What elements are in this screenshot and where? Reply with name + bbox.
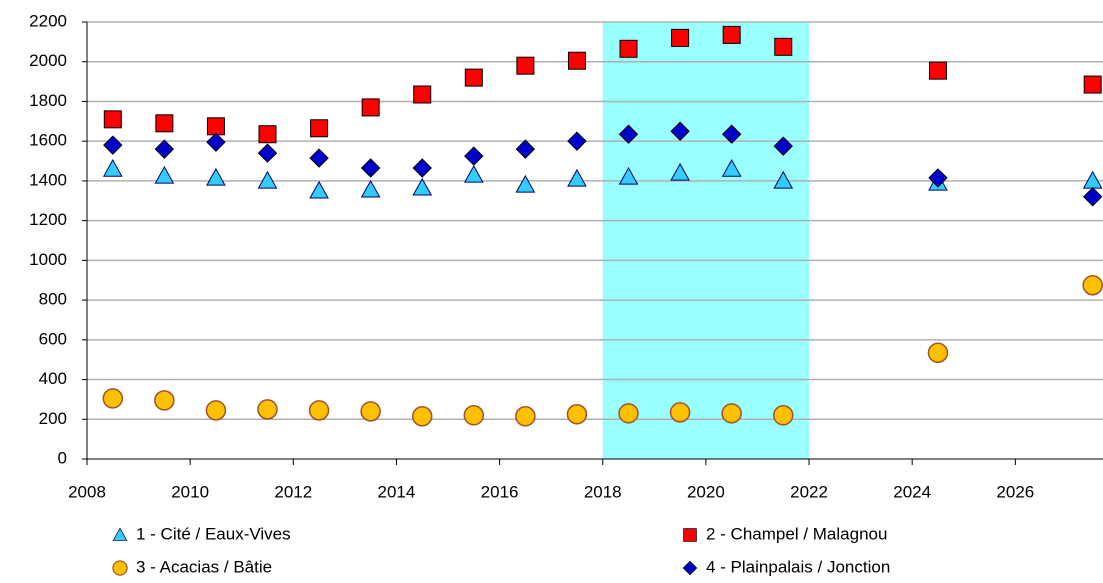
point [412, 158, 432, 178]
x-tick-label: 2020 [687, 482, 725, 501]
point [515, 406, 536, 427]
point [308, 400, 330, 421]
legend-label: 4 - Plainpalais / Jonction [706, 557, 890, 576]
point [258, 125, 277, 144]
point [257, 170, 278, 189]
y-tick-label: 800 [39, 290, 67, 309]
y-tick-label: 0 [58, 448, 67, 467]
point [928, 168, 948, 188]
legend-marker [112, 527, 128, 541]
point [618, 166, 639, 185]
point [205, 400, 227, 421]
point [413, 85, 432, 104]
point [103, 110, 122, 129]
point [411, 406, 433, 427]
point [515, 174, 536, 193]
y-tick-label: 200 [39, 409, 67, 428]
point [155, 114, 174, 133]
point [361, 98, 380, 117]
point [618, 403, 639, 424]
y-tick-label: 400 [39, 369, 67, 388]
y-tick-label: 2200 [29, 11, 67, 30]
point [670, 121, 690, 141]
x-tick-label: 2018 [584, 482, 622, 501]
y-tick-label: 1800 [29, 91, 67, 110]
y-tick-label: 1200 [29, 210, 67, 229]
point [463, 164, 484, 183]
x-tick-label: 2022 [790, 482, 828, 501]
point [360, 158, 381, 178]
point [154, 390, 175, 411]
point [412, 177, 433, 196]
x-tick-label: 2012 [274, 482, 312, 501]
point [154, 139, 175, 159]
point [928, 61, 947, 80]
point [722, 25, 741, 44]
point [773, 170, 794, 189]
x-tick-label: 2014 [378, 482, 416, 501]
point [309, 148, 329, 168]
x-tick-label: 2016 [481, 482, 519, 501]
point [671, 28, 690, 47]
point [567, 168, 587, 187]
point [774, 37, 793, 56]
point [1082, 170, 1103, 189]
legend-marker [683, 528, 697, 542]
point [515, 139, 536, 159]
legend-label: 1 - Cité / Eaux-Vives [136, 524, 291, 543]
point [257, 143, 278, 163]
y-tick-label: 1600 [29, 131, 67, 150]
point [516, 56, 535, 75]
point [669, 402, 691, 423]
x-tick-label: 2024 [893, 482, 931, 501]
point [670, 162, 690, 181]
point [772, 405, 794, 426]
y-tick-label: 600 [39, 329, 67, 348]
legend-marker [112, 560, 128, 576]
point [154, 165, 175, 184]
x-tick-label: 2010 [171, 482, 209, 501]
point [206, 167, 226, 186]
point [773, 136, 793, 156]
legend-label: 3 - Acacias / Bâtie [136, 557, 272, 576]
point [360, 401, 381, 422]
point [567, 131, 587, 151]
point [102, 158, 123, 177]
legend-label: 2 - Champel / Malagnou [706, 524, 887, 543]
point [257, 399, 278, 420]
point [206, 132, 226, 152]
point [310, 119, 329, 138]
point [721, 124, 742, 144]
y-tick-label: 1400 [29, 170, 67, 189]
point [927, 342, 949, 363]
point [619, 39, 638, 58]
legend-marker [682, 560, 698, 576]
point [464, 68, 483, 87]
highlight-band [602, 22, 810, 459]
point [102, 388, 124, 409]
point [566, 404, 588, 425]
y-tick-label: 2000 [29, 51, 67, 70]
point [309, 180, 329, 199]
y-tick-label: 1000 [29, 250, 67, 269]
point [360, 179, 381, 198]
point [721, 403, 742, 424]
x-tick-label: 2026 [996, 482, 1034, 501]
point [618, 124, 639, 144]
point [1083, 75, 1102, 94]
point [1082, 187, 1103, 207]
point [1082, 274, 1103, 296]
point [206, 117, 225, 136]
x-tick-label: 2008 [68, 482, 106, 501]
point [103, 135, 123, 155]
point [464, 146, 484, 166]
point [567, 51, 586, 70]
point [463, 405, 485, 426]
point [721, 158, 742, 177]
